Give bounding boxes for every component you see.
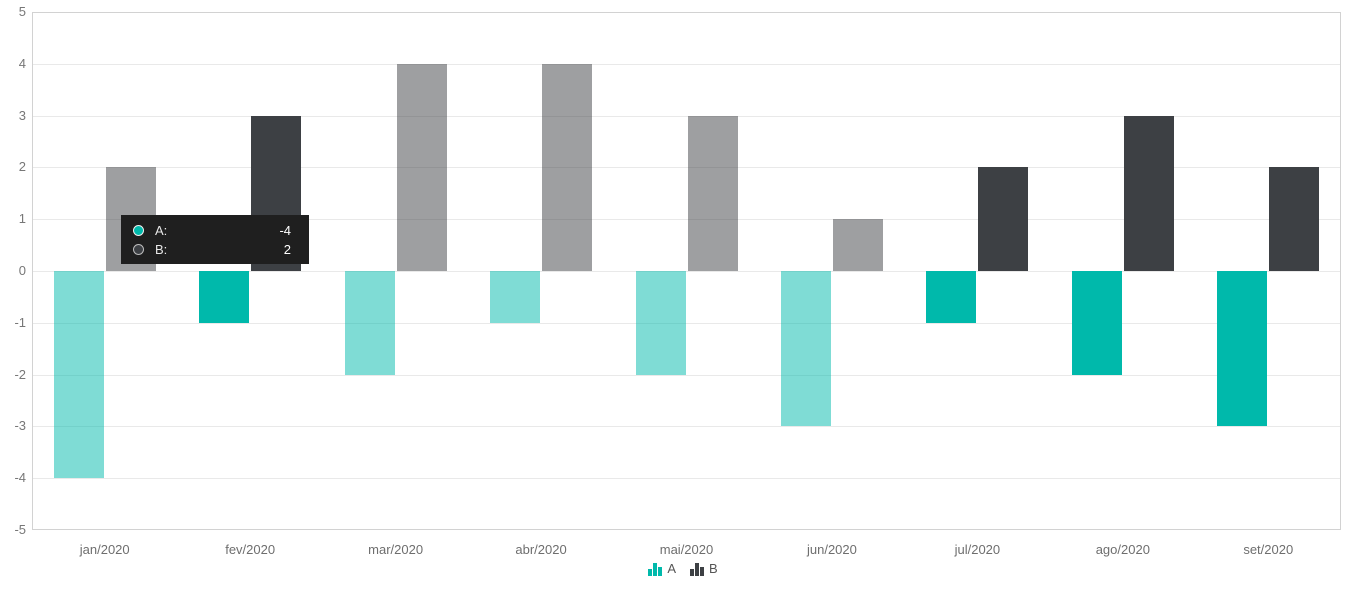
y-axis-label: 4 (18, 55, 26, 71)
gridline (33, 63, 1340, 65)
series-b-marker-icon (133, 243, 144, 255)
bar-b-jul-2020[interactable] (978, 167, 1029, 271)
gridline (33, 167, 1340, 169)
gridline (33, 374, 1340, 376)
bar-a-mai-2020[interactable] (635, 271, 686, 375)
plot-area (32, 12, 1341, 530)
bar-a-set-2020[interactable] (1217, 271, 1268, 427)
bar-b-abr-2020[interactable] (542, 63, 593, 271)
x-axis-label: set/2020 (1243, 542, 1294, 557)
tooltip-series-a-value: -4 (279, 222, 291, 238)
series-a-marker-icon (133, 224, 144, 236)
tooltip-series-b-value: 2 (283, 241, 291, 257)
y-axis-label: 2 (18, 159, 26, 175)
tooltip-series-b-label: B: (155, 241, 168, 257)
legend-label-a: A (667, 561, 676, 576)
bar-a-ago-2020[interactable] (1071, 271, 1122, 375)
x-axis-label: jun/2020 (806, 542, 857, 557)
bar-b-ago-2020[interactable] (1123, 115, 1174, 271)
bar-b-mai-2020[interactable] (687, 115, 738, 271)
y-axis-label: -3 (14, 418, 26, 434)
y-axis-label: 3 (18, 107, 26, 123)
x-axis-label: ago/2020 (1095, 542, 1150, 557)
x-axis-label: jul/2020 (954, 542, 1001, 557)
gridline (33, 426, 1340, 428)
y-axis-label: 5 (18, 4, 26, 19)
bar-b-jun-2020[interactable] (832, 219, 883, 271)
gridline (33, 115, 1340, 117)
y-axis-label: -1 (14, 314, 26, 330)
gridline (33, 271, 1340, 272)
x-axis-label: mai/2020 (659, 542, 714, 557)
bar-b-mar-2020[interactable] (396, 63, 447, 271)
series-a-bars-icon (648, 562, 663, 576)
bar-a-mar-2020[interactable] (344, 271, 395, 375)
legend-item-a[interactable]: A (648, 561, 676, 576)
y-axis-label: -5 (14, 522, 26, 537)
legend: A B (0, 561, 1366, 576)
tooltip-row-b: B: 2 (133, 240, 291, 259)
bar-a-fev-2020[interactable] (199, 271, 250, 323)
legend-label-b: B (709, 561, 718, 576)
x-axis-label: fev/2020 (225, 542, 276, 557)
x-axis-label: abr/2020 (515, 542, 567, 557)
y-axis-label: 0 (18, 263, 26, 278)
tooltip-series-a-label: A: (155, 222, 168, 238)
bar-a-jul-2020[interactable] (926, 271, 977, 323)
x-axis-label: mar/2020 (368, 542, 424, 557)
tooltip: A: -4 B: 2 (121, 215, 309, 264)
y-axis-label: -4 (14, 470, 26, 486)
series-b-bars-icon (690, 562, 704, 576)
gridline (33, 322, 1340, 324)
bar-b-set-2020[interactable] (1269, 167, 1320, 271)
legend-item-b[interactable]: B (690, 561, 718, 576)
tooltip-row-a: A: -4 (133, 221, 291, 240)
y-axis-label: -2 (14, 366, 26, 382)
gridline (33, 478, 1340, 480)
y-axis-label: 1 (18, 211, 26, 227)
bar-a-jun-2020[interactable] (780, 271, 831, 427)
x-axis-label: jan/2020 (79, 542, 130, 557)
bar-a-jan-2020[interactable] (53, 271, 104, 479)
gridline (33, 219, 1340, 221)
bar-a-abr-2020[interactable] (490, 271, 541, 323)
